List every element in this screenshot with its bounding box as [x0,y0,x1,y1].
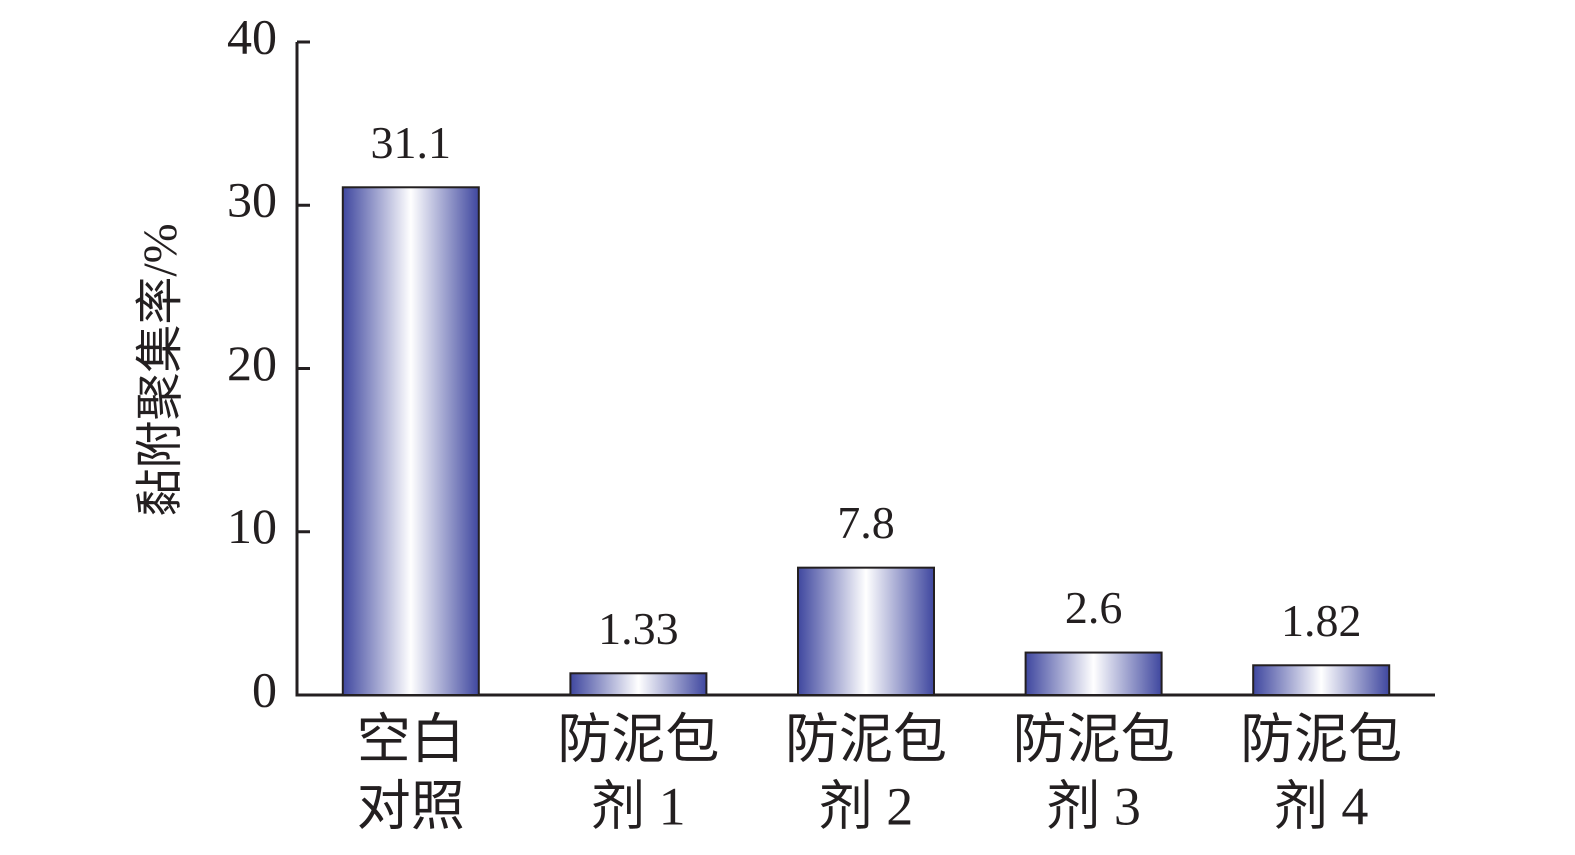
data-label: 1.82 [1281,595,1362,646]
x-tick-label: 防泥包 [785,709,947,769]
y-tick-label: 30 [227,172,277,228]
y-tick-label: 0 [252,661,277,717]
data-label: 1.33 [598,603,679,654]
bar [797,566,935,696]
x-tick-label: 对照 [357,776,465,836]
bar [569,672,708,696]
data-label: 31.1 [371,117,452,168]
x-tick-label: 空白 [357,709,465,769]
x-tick-label: 剂 4 [1274,776,1369,836]
x-tick-label: 剂 3 [1046,776,1141,836]
y-tick-label: 10 [227,498,277,554]
x-tick-label: 剂 2 [819,776,914,836]
y-axis-label: 黏附聚集率/% [134,223,187,516]
data-label: 7.8 [837,497,895,548]
x-tick-label: 剂 1 [591,776,686,836]
data-label: 2.6 [1065,582,1123,633]
x-tick-label: 防泥包 [1240,709,1402,769]
bar [1024,651,1163,696]
bar [341,186,480,696]
x-tick-label: 防泥包 [1013,709,1175,769]
bar [1252,664,1391,697]
x-tick-label: 防泥包 [557,709,719,769]
y-tick-label: 40 [227,8,277,64]
y-tick-label: 20 [227,335,277,391]
